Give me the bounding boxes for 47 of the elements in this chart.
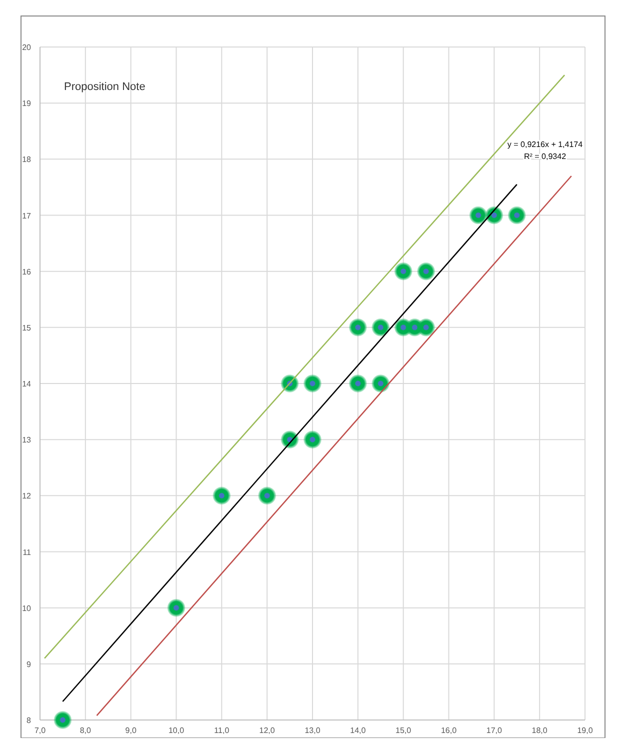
- annotation: R² = 0,9342: [524, 152, 567, 161]
- x-tick-label: 18,0: [532, 726, 548, 735]
- y-tick-label: 12: [22, 492, 32, 501]
- x-tick-label: 16,0: [440, 726, 458, 735]
- y-tick-label: 13: [22, 436, 32, 445]
- point: [348, 374, 367, 392]
- point: [469, 206, 488, 224]
- point: [417, 318, 436, 336]
- y-tick-label: 20: [22, 43, 32, 52]
- point: [372, 374, 390, 392]
- x-tick-label: 13,0: [304, 726, 321, 735]
- x-tick-label: 19,0: [577, 726, 594, 735]
- point: [280, 374, 299, 392]
- x-tick-label: 14,0: [350, 726, 366, 735]
- point: [167, 598, 186, 617]
- point: [394, 262, 412, 280]
- x-tick-label: 8,0: [80, 726, 92, 735]
- y-tick-label: 14: [22, 380, 32, 388]
- point: [304, 430, 322, 449]
- y-tick-label: 16: [22, 267, 32, 276]
- x-tick-label: 15,0: [396, 726, 412, 735]
- y-tick-label: 17: [22, 211, 32, 220]
- point: [280, 430, 299, 449]
- point: [485, 206, 504, 224]
- y-tick-label: 9: [26, 660, 32, 669]
- annotation: y = 0,9216x + 1,4174: [507, 140, 584, 149]
- x-tick-label: 10,0: [168, 726, 185, 735]
- point: [304, 374, 322, 392]
- point: [258, 486, 276, 505]
- point: [372, 318, 390, 336]
- x-tick-label: 9,0: [125, 726, 137, 735]
- x-tick-label: 17,0: [486, 726, 502, 735]
- x-tick-label: 7,0: [34, 726, 46, 735]
- point: [417, 262, 436, 280]
- point: [348, 318, 367, 336]
- y-tick-label: 11: [22, 548, 32, 557]
- point: [212, 486, 231, 505]
- y-tick-label: 15: [22, 323, 32, 332]
- y-tick-label: 8: [26, 716, 32, 725]
- y-tick-label: 19: [22, 99, 32, 108]
- x-tick-label: 12,0: [259, 726, 276, 735]
- x-tick-label: 11,0: [214, 726, 230, 735]
- y-tick-label: 10: [22, 604, 32, 613]
- point: [508, 206, 526, 224]
- point: [54, 711, 72, 729]
- y-tick-label: 18: [22, 155, 32, 164]
- text: Proposition Note: [64, 81, 146, 93]
